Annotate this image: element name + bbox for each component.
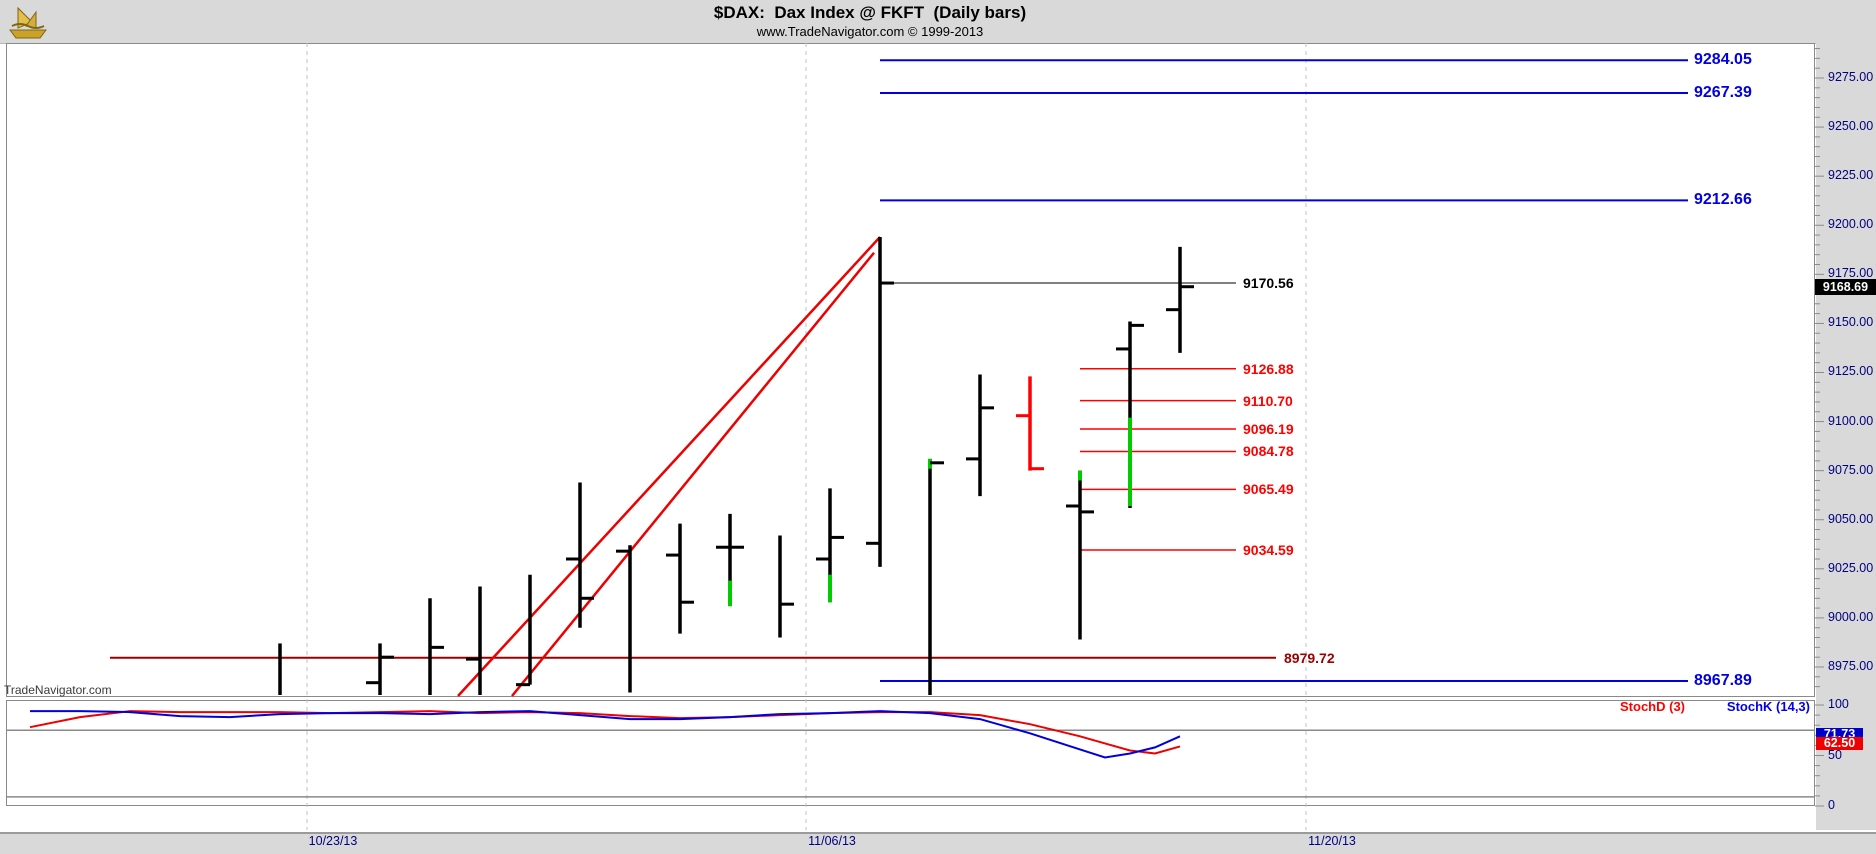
chart-title: $DAX: Dax Index @ FKFT (Daily bars) [713, 3, 1027, 22]
price-axis-label: 9100.00 [1828, 413, 1874, 428]
price-level-label: 9170.56 [1243, 275, 1294, 292]
price-level-label: 9034.59 [1243, 541, 1294, 558]
tradenavigator-ship-logo [9, 6, 47, 39]
price-axis-label: 8975.00 [1828, 658, 1874, 673]
stoch-axis-label: 0 [1828, 798, 1835, 812]
price-level-label: 9284.05 [1694, 51, 1752, 69]
price-level-label: 9065.49 [1243, 481, 1294, 498]
price-axis-label: 9000.00 [1828, 609, 1874, 624]
stoch-k-legend[interactable]: StochK (14,3) [1726, 699, 1810, 714]
right-axis-strip [1816, 43, 1876, 830]
last-price-box: 9168.69 [1815, 278, 1876, 295]
stoch-d-value-box: 62.50 [1816, 736, 1863, 750]
price-axis-label: 9175.00 [1828, 266, 1874, 281]
watermark-text: TradeNavigator.com [4, 683, 112, 697]
price-level-label: 9096.19 [1243, 421, 1294, 438]
stoch-axis-label: 50 [1828, 747, 1842, 762]
price-level-label: 9267.39 [1694, 83, 1752, 101]
price-level-label: 9126.88 [1243, 360, 1294, 377]
stoch-d-line [29, 710, 1181, 755]
price-level-label: 8979.72 [1284, 649, 1335, 666]
price-axis-label: 9225.00 [1828, 168, 1874, 183]
title-bar: $DAX: Dax Index @ FKFT (Daily bars) www.… [0, 0, 1876, 44]
price-level-label: 9084.78 [1243, 443, 1294, 460]
chart-subtitle: www.TradeNavigator.com © 1999-2013 [756, 24, 984, 39]
trendline[interactable] [457, 236, 881, 697]
price-axis-label: 9125.00 [1828, 364, 1874, 379]
date-label: 11/06/13 [808, 834, 856, 848]
price-level-label: 9212.66 [1694, 191, 1752, 209]
price-axis-label: 9050.00 [1828, 511, 1874, 526]
date-axis-band [0, 832, 1876, 854]
price-level-label: 8967.89 [1694, 671, 1752, 689]
price-axis-label: 9150.00 [1828, 315, 1874, 330]
price-axis-label: 9275.00 [1828, 70, 1874, 84]
price-axis-label: 9200.00 [1828, 217, 1874, 232]
price-axis-label: 9075.00 [1828, 462, 1874, 477]
stoch-d-legend[interactable]: StochD (3) [1620, 699, 1685, 714]
trendline[interactable] [511, 251, 875, 697]
date-label: 11/20/13 [1308, 834, 1356, 848]
chart-title-block: $DAX: Dax Index @ FKFT (Daily bars) www.… [0, 0, 1740, 39]
price-level-label: 9110.70 [1243, 392, 1293, 409]
stoch-k-line [30, 710, 1181, 759]
date-label: 10/23/13 [308, 834, 358, 848]
price-axis-label: 9025.00 [1828, 560, 1874, 575]
stoch-axis-label: 100 [1828, 697, 1849, 711]
price-axis-label: 9250.00 [1828, 119, 1874, 134]
